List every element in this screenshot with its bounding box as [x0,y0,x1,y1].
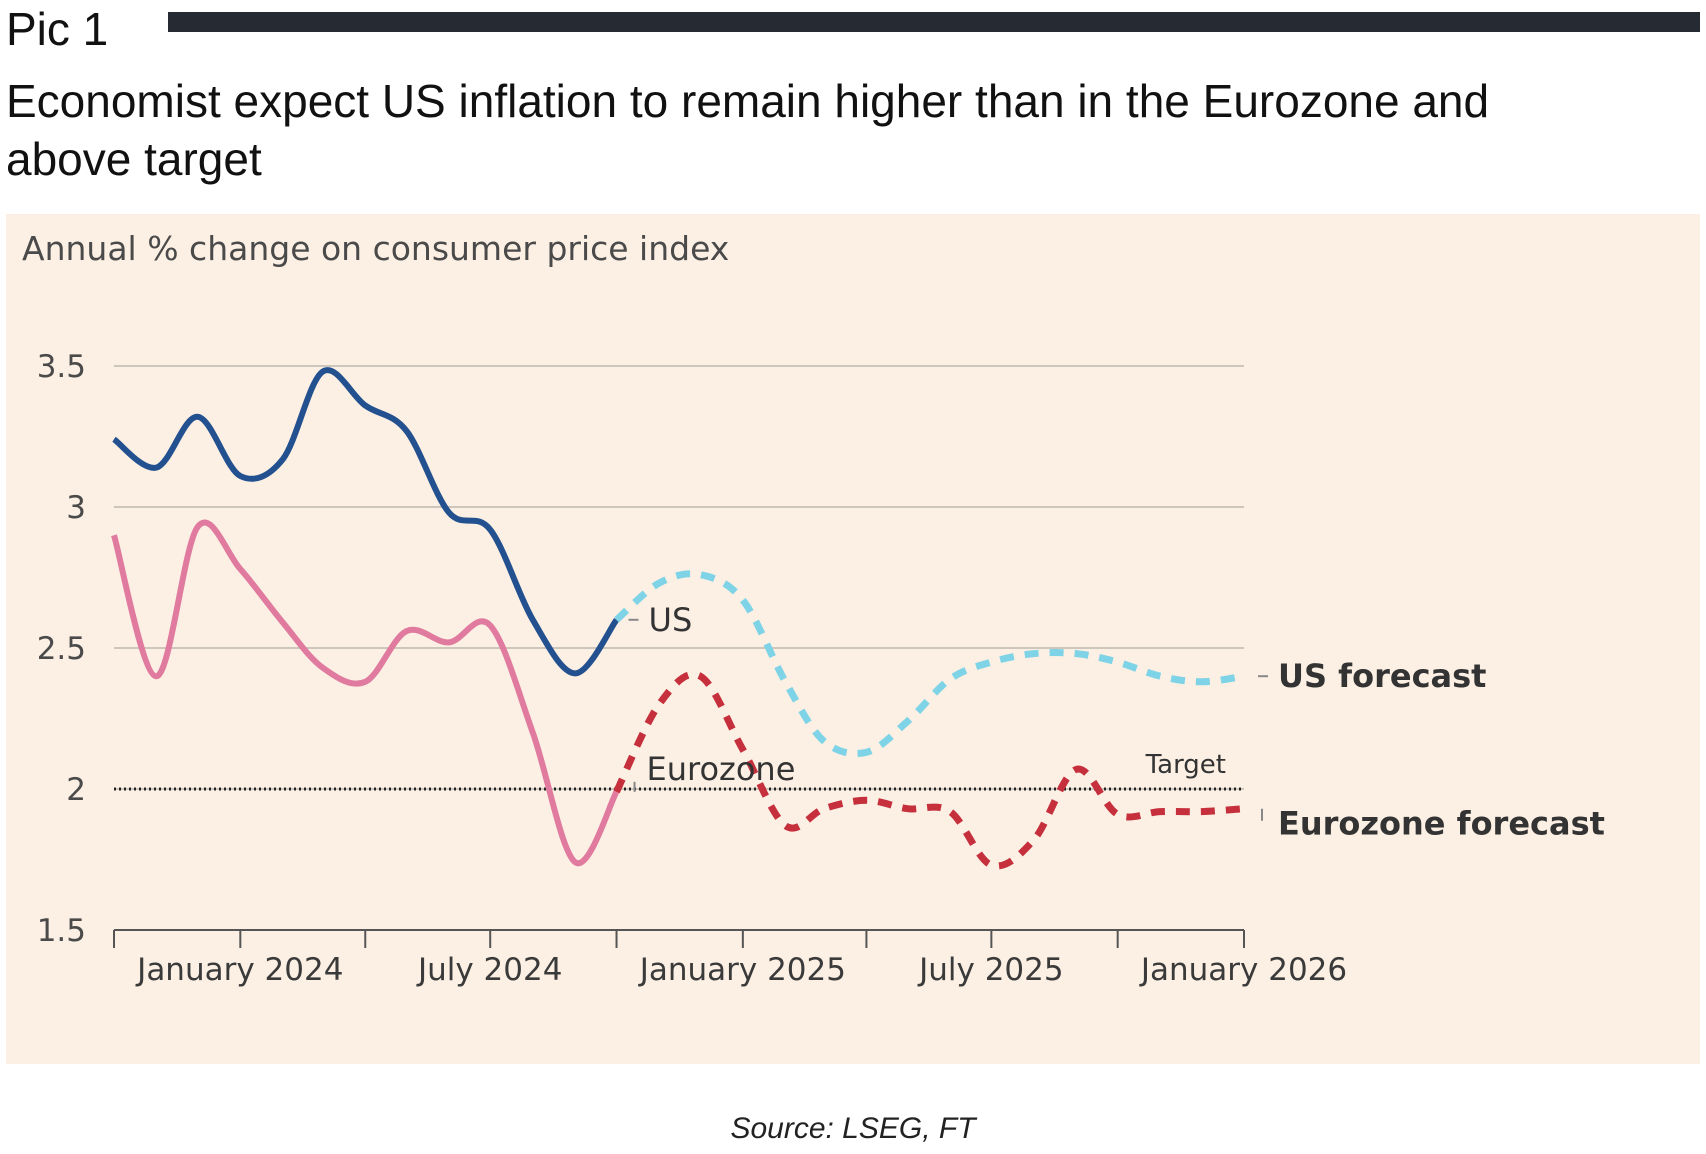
x-tick-label: July 2024 [416,952,563,988]
y-tick-label: 3.5 [37,349,86,385]
series-label-us: US [649,601,693,639]
chart-subtitle: Annual % change on consumer price index [22,229,729,268]
x-tick-label: July 2025 [917,952,1064,988]
chart-panel: Annual % change on consumer price index 1… [6,214,1700,1064]
series-line-eurozone-forecast [613,670,1245,870]
figure-number: Pic 1 [6,3,109,55]
chart-headline: Economist expect US inflation to remain … [6,75,1490,185]
x-tick-label: January 2024 [135,952,343,988]
series-line-eurozone [111,519,620,867]
y-tick-label: 2.5 [37,631,86,667]
y-tick-label: 3 [66,490,86,526]
series-label-eurozone-forecast: Eurozone forecast [1278,805,1605,843]
target-label: Target [1145,750,1226,780]
y-tick-label: 1.5 [37,913,86,949]
y-tick-label: 2 [66,772,86,808]
series-label-us-forecast: US forecast [1278,657,1486,695]
series-label-eurozone: Eurozone [647,750,796,788]
x-tick-label: January 2026 [1139,952,1347,988]
x-tick-label: January 2025 [638,952,846,988]
source-note: Source: LSEG, FT [730,1112,976,1145]
series-line-us-forecast [614,570,1245,758]
line-chart: Annual % change on consumer price index 1… [22,229,1605,988]
series-line-us [112,367,619,677]
header-rule [168,12,1700,32]
